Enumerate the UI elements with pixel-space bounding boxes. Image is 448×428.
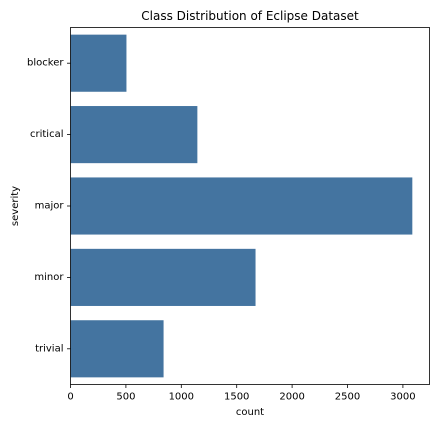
- x-tick-label-2000: 2000: [279, 392, 304, 403]
- chart-title: Class Distribution of Eclipse Dataset: [141, 9, 359, 23]
- x-tick-label-3000: 3000: [390, 392, 415, 403]
- x-tick-label-500: 500: [116, 392, 135, 403]
- bar-major: [70, 177, 413, 235]
- bar-blocker: [70, 34, 127, 92]
- y-axis-title: severity: [10, 186, 21, 226]
- y-tick-label-blocker: blocker: [27, 58, 64, 69]
- bars-group: [70, 34, 413, 378]
- y-tick-label-minor: minor: [34, 272, 64, 283]
- y-axis-ticks: blocker critical major minor trivial: [27, 58, 71, 354]
- y-tick-label-trivial: trivial: [35, 343, 63, 354]
- x-tick-label-1500: 1500: [224, 392, 249, 403]
- y-tick-label-major: major: [35, 201, 65, 212]
- y-tick-label-critical: critical: [30, 129, 64, 140]
- plot-frame: [70, 27, 430, 385]
- x-tick-label-1000: 1000: [169, 392, 194, 403]
- x-axis-title: count: [236, 407, 264, 418]
- bar-critical: [70, 106, 198, 164]
- x-tick-label-0: 0: [67, 392, 73, 403]
- x-axis-ticks: 0 500 1000 1500 2000 2500 3000: [67, 384, 416, 403]
- bar-minor: [70, 248, 256, 306]
- x-tick-label-2500: 2500: [335, 392, 360, 403]
- bar-trivial: [70, 320, 164, 378]
